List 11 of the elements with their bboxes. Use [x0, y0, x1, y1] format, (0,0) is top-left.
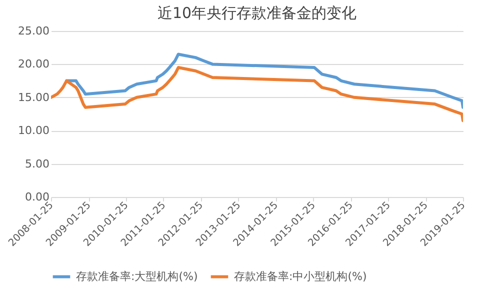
- legend-label: 存款准备率:大型机构(%): [76, 270, 198, 283]
- y-tick-label: 10.00: [18, 124, 50, 138]
- chart-title: 近10年央行存款准备金的变化: [157, 4, 357, 22]
- y-tick-label: 0.00: [25, 190, 50, 204]
- y-tick-label: 5.00: [25, 157, 50, 170]
- line-series: [51, 66, 463, 122]
- y-tick-label: 20.00: [18, 58, 50, 71]
- y-tick-label: 15.00: [18, 90, 50, 104]
- legend-label: 存款准备率:中小型机构(%): [234, 270, 367, 283]
- line-series: [65, 52, 463, 109]
- y-tick-label: 25.00: [18, 24, 50, 38]
